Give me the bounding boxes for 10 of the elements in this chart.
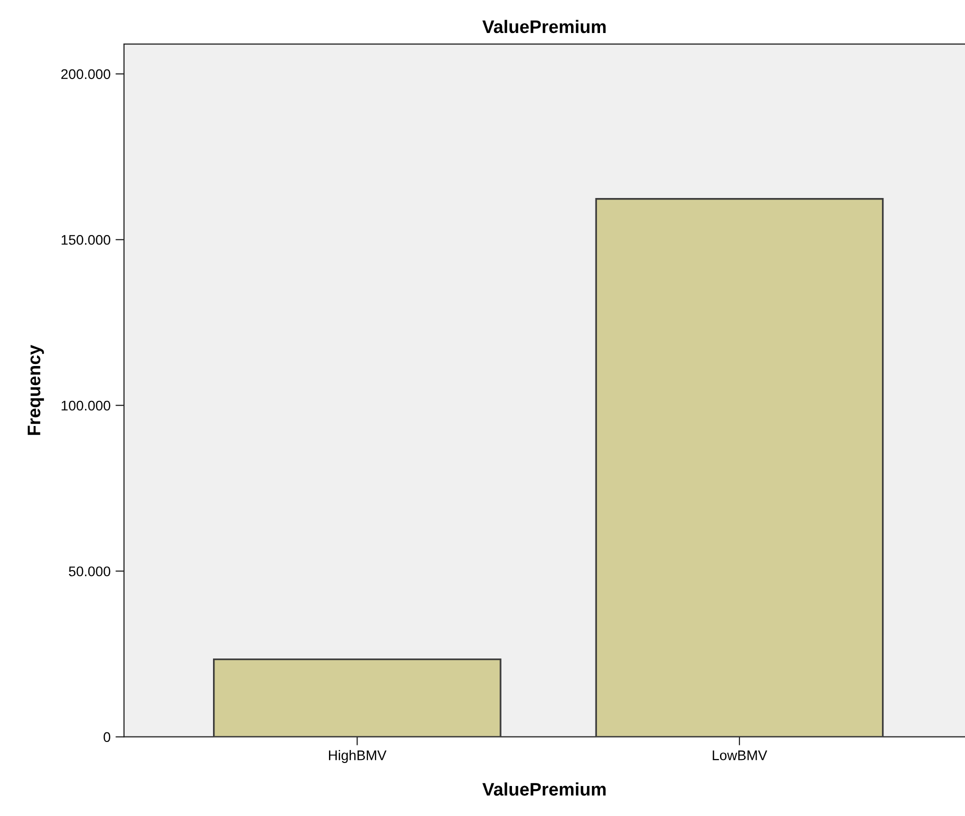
x-tick-label: HighBMV bbox=[328, 750, 386, 763]
chart-title: ValuePremium bbox=[482, 20, 606, 34]
y-tick-label: 50.000 bbox=[68, 566, 110, 576]
y-tick-label: 200.000 bbox=[61, 69, 110, 80]
y-axis-title: Frequency bbox=[28, 344, 44, 435]
y-tick-label: 150.000 bbox=[62, 234, 110, 245]
x-tick-label: LowBMV bbox=[712, 750, 768, 760]
x-axis-title: ValuePremium bbox=[482, 782, 606, 796]
y-tick-label: 100.000 bbox=[62, 400, 110, 411]
y-tick-label: 0 bbox=[104, 732, 110, 742]
